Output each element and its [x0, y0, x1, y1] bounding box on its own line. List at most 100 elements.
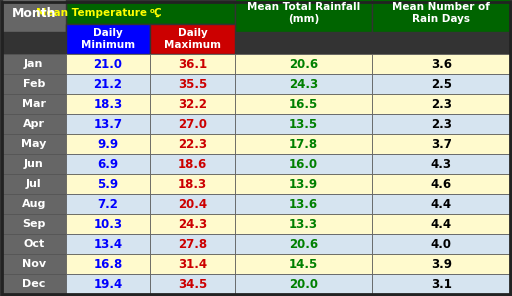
Bar — [66, 254, 150, 274]
Bar — [235, 74, 372, 94]
Bar — [2, 274, 66, 294]
Text: Nov: Nov — [22, 259, 46, 269]
Bar — [2, 174, 66, 194]
Bar — [372, 134, 510, 154]
Text: 20.0: 20.0 — [289, 278, 318, 290]
Bar — [235, 134, 372, 154]
Text: 36.1: 36.1 — [178, 57, 207, 70]
Bar — [235, 94, 372, 114]
Bar — [235, 234, 372, 254]
Bar — [2, 74, 66, 94]
Text: 2.5: 2.5 — [431, 78, 452, 91]
Bar — [150, 194, 235, 214]
Text: 21.2: 21.2 — [93, 78, 122, 91]
Text: 21.0: 21.0 — [93, 57, 122, 70]
Bar — [235, 154, 372, 174]
Bar — [2, 0, 66, 32]
Bar — [150, 154, 235, 174]
Text: 13.6: 13.6 — [289, 197, 318, 210]
Text: Mean Number of
Rain Days: Mean Number of Rain Days — [392, 2, 490, 24]
Text: 17.8: 17.8 — [289, 138, 318, 150]
Text: 2.3: 2.3 — [431, 97, 452, 110]
Bar — [235, 274, 372, 294]
Text: 31.4: 31.4 — [178, 258, 207, 271]
Text: 4.4: 4.4 — [431, 218, 452, 231]
Text: 14.5: 14.5 — [289, 258, 318, 271]
Text: 32.2: 32.2 — [178, 97, 207, 110]
Text: Daily
Maximum: Daily Maximum — [164, 28, 221, 50]
Bar — [66, 2, 235, 24]
Bar — [66, 194, 150, 214]
Text: 9.9: 9.9 — [97, 138, 118, 150]
Bar — [372, 274, 510, 294]
Text: Feb: Feb — [23, 79, 45, 89]
Bar — [150, 274, 235, 294]
Bar — [66, 134, 150, 154]
Bar — [2, 54, 66, 74]
Text: 3.9: 3.9 — [431, 258, 452, 271]
Text: Sep: Sep — [22, 219, 46, 229]
Text: 13.4: 13.4 — [93, 237, 122, 250]
Text: Apr: Apr — [23, 119, 45, 129]
Bar — [150, 54, 235, 74]
Text: 22.3: 22.3 — [178, 138, 207, 150]
Text: Jan: Jan — [24, 59, 44, 69]
Bar — [372, 194, 510, 214]
Bar — [66, 24, 150, 54]
Bar — [150, 254, 235, 274]
Text: 7.2: 7.2 — [97, 197, 118, 210]
Text: 3.7: 3.7 — [431, 138, 452, 150]
Text: Month: Month — [11, 7, 56, 20]
Text: 16.0: 16.0 — [289, 157, 318, 170]
Bar — [2, 214, 66, 234]
Text: 13.5: 13.5 — [289, 118, 318, 131]
Bar — [66, 234, 150, 254]
Text: 16.5: 16.5 — [289, 97, 318, 110]
Bar — [150, 24, 235, 54]
Text: Dec: Dec — [22, 279, 46, 289]
Bar — [235, 254, 372, 274]
Text: 18.6: 18.6 — [178, 157, 207, 170]
Bar — [372, 54, 510, 74]
Text: 19.4: 19.4 — [93, 278, 122, 290]
Text: 27.0: 27.0 — [178, 118, 207, 131]
Text: 16.8: 16.8 — [93, 258, 122, 271]
Text: 27.8: 27.8 — [178, 237, 207, 250]
Text: 4.6: 4.6 — [431, 178, 452, 191]
Bar — [372, 0, 510, 32]
Text: 20.6: 20.6 — [289, 237, 318, 250]
Text: 2.3: 2.3 — [431, 118, 452, 131]
Text: 6.9: 6.9 — [97, 157, 118, 170]
Text: 24.3: 24.3 — [178, 218, 207, 231]
Text: 10.3: 10.3 — [93, 218, 122, 231]
Text: 34.5: 34.5 — [178, 278, 207, 290]
Text: 18.3: 18.3 — [178, 178, 207, 191]
Bar — [372, 214, 510, 234]
Text: 13.9: 13.9 — [289, 178, 318, 191]
Bar — [66, 174, 150, 194]
Bar — [66, 114, 150, 134]
Bar — [150, 134, 235, 154]
Text: May: May — [21, 139, 47, 149]
Bar — [235, 174, 372, 194]
Bar — [235, 114, 372, 134]
Bar — [66, 154, 150, 174]
Bar — [372, 174, 510, 194]
Text: 4.4: 4.4 — [431, 197, 452, 210]
Bar — [235, 54, 372, 74]
Bar — [66, 214, 150, 234]
Bar — [150, 94, 235, 114]
Bar — [2, 94, 66, 114]
Text: o: o — [150, 8, 155, 14]
Text: 24.3: 24.3 — [289, 78, 318, 91]
Text: 20.6: 20.6 — [289, 57, 318, 70]
Bar — [150, 174, 235, 194]
Text: 20.4: 20.4 — [178, 197, 207, 210]
Bar — [235, 214, 372, 234]
Bar — [150, 234, 235, 254]
Text: Mar: Mar — [22, 99, 46, 109]
Bar — [2, 194, 66, 214]
Bar — [235, 194, 372, 214]
Bar — [150, 214, 235, 234]
Text: Aug: Aug — [22, 199, 46, 209]
